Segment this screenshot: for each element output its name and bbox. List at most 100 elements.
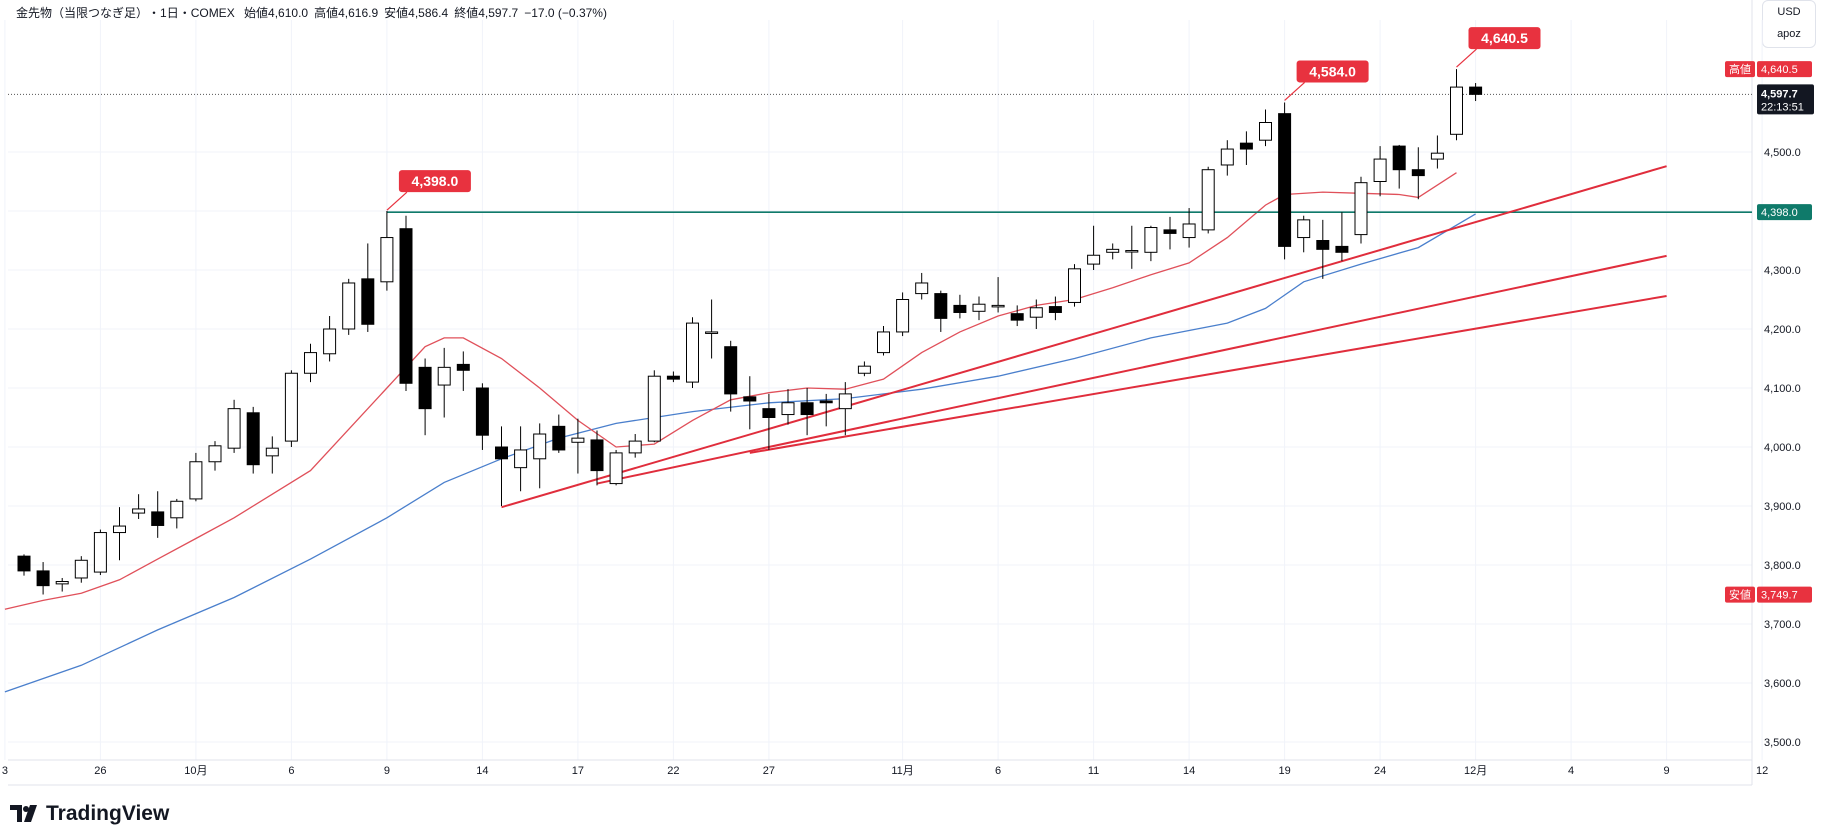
candle-down <box>1392 145 1406 171</box>
ohlc-high: 高値4,616.9 <box>314 6 379 20</box>
x-tick-label: 3 <box>2 765 8 777</box>
symbol-name[interactable]: 金先物（当限つなぎ足） <box>16 6 143 20</box>
candle-down <box>1010 313 1024 321</box>
candle-up <box>915 282 929 295</box>
low-price-value: 3,749.7 <box>1761 590 1798 602</box>
x-tick-label: 6 <box>995 765 1001 777</box>
candle-up <box>208 445 222 463</box>
level-price-bg <box>1757 204 1812 221</box>
candle-up <box>170 500 184 519</box>
candle-down <box>456 363 470 371</box>
candle-down <box>666 375 680 380</box>
candle-down <box>246 412 260 466</box>
last-price-bg <box>1757 84 1814 115</box>
low-price-bg <box>1757 586 1812 603</box>
candle-up <box>609 452 623 485</box>
candle-down <box>36 570 50 587</box>
x-tick-label: 19 <box>1278 765 1290 777</box>
candle-up <box>437 366 451 386</box>
candle-up <box>686 322 699 383</box>
trendline-2 <box>596 254 1667 485</box>
y-tick-label: 4,500.0 <box>1764 147 1801 159</box>
trendline-1 <box>501 165 1667 509</box>
y-tick-label: 3,700.0 <box>1764 619 1801 631</box>
x-tick-label: 12 <box>1756 765 1768 777</box>
high-price-tag-bg <box>1725 61 1755 78</box>
candle-up <box>342 282 356 330</box>
candle-up <box>972 303 986 312</box>
candle-down <box>17 555 31 572</box>
last-price-value: 4,597.7 <box>1761 88 1798 100</box>
currency-label[interactable]: USD <box>1777 6 1801 18</box>
candle-up <box>857 365 871 374</box>
candle-down <box>399 228 413 384</box>
candle-down <box>800 402 814 416</box>
candle-down <box>953 304 967 313</box>
x-tick-label: 6 <box>288 765 294 777</box>
y-tick-label: 3,500.0 <box>1764 737 1801 749</box>
level-price-value: 4,398.0 <box>1761 207 1798 219</box>
scale-label: apoz <box>1777 28 1801 40</box>
candle-up <box>1259 122 1272 141</box>
y-tick-label: 3,800.0 <box>1764 560 1801 572</box>
candle-down <box>762 408 776 418</box>
y-tick-label: 4,000.0 <box>1764 442 1801 454</box>
interval-exchange: ・1日・COMEX <box>148 6 235 20</box>
x-tick-label: 11月 <box>891 765 913 777</box>
callout-4584-box <box>1296 60 1369 83</box>
high-price-bg <box>1757 61 1812 78</box>
candle-up <box>1182 223 1196 239</box>
x-tick-label: 22 <box>667 765 679 777</box>
callout-4584-label: 4,584.0 <box>1309 63 1356 79</box>
x-tick-label: 9 <box>384 765 390 777</box>
low-price-tag: 安値 <box>1729 588 1751 602</box>
candle-up <box>1373 158 1387 183</box>
candle-up <box>628 440 642 454</box>
callout-4398-pointer <box>386 191 408 211</box>
candle-down <box>934 293 948 319</box>
candle-down <box>1316 240 1330 250</box>
candle-down <box>151 511 165 526</box>
x-tick-label: 10月 <box>184 765 207 777</box>
candle-up <box>227 408 241 449</box>
low-price-tag-bg <box>1725 586 1755 603</box>
candle-up <box>304 352 317 374</box>
candle-up <box>93 532 107 573</box>
trendline-3 <box>749 294 1667 454</box>
candle-up <box>1430 152 1444 160</box>
callout-4640-label: 4,640.5 <box>1481 30 1528 46</box>
candle-up <box>896 299 910 333</box>
tradingview-logo[interactable]: TradingView <box>10 802 169 826</box>
candle-down <box>590 439 604 472</box>
callout-4398-box <box>398 170 471 193</box>
candle-up <box>323 328 337 355</box>
chart-header: 金先物（当限つなぎ足） ・1日・COMEX 始値4,610.0 高値4,616.9 安… <box>16 4 613 21</box>
candle-up <box>514 449 528 469</box>
candle-down <box>475 387 489 436</box>
currency-unit-box[interactable]: USD apoz <box>1762 0 1816 48</box>
ohlc-close: 終値4,597.7 <box>454 6 519 20</box>
x-tick-label: 4 <box>1568 765 1574 777</box>
candle-up <box>571 437 585 443</box>
x-tick-label: 11 <box>1088 765 1099 777</box>
candle-up <box>838 393 852 410</box>
y-tick-label: 3,900.0 <box>1764 501 1801 513</box>
candle-up <box>1029 307 1043 318</box>
candle-down <box>1163 229 1177 234</box>
x-tick-label: 17 <box>572 765 584 777</box>
candle-up <box>1144 227 1158 253</box>
candle-up <box>1297 219 1311 239</box>
y-tick-label: 3,600.0 <box>1764 678 1801 690</box>
candle-down <box>724 346 738 395</box>
candle-up <box>647 375 661 442</box>
candle-down <box>418 366 432 410</box>
x-tick-label: 12月 <box>1464 765 1487 777</box>
candle-down <box>743 396 757 402</box>
candle-down <box>1239 142 1253 150</box>
x-tick-label: 9 <box>1664 765 1670 777</box>
candle-up <box>781 402 795 416</box>
candle-up <box>877 331 890 354</box>
y-tick-label: 4,100.0 <box>1764 383 1801 395</box>
x-tick-label: 27 <box>763 765 775 777</box>
